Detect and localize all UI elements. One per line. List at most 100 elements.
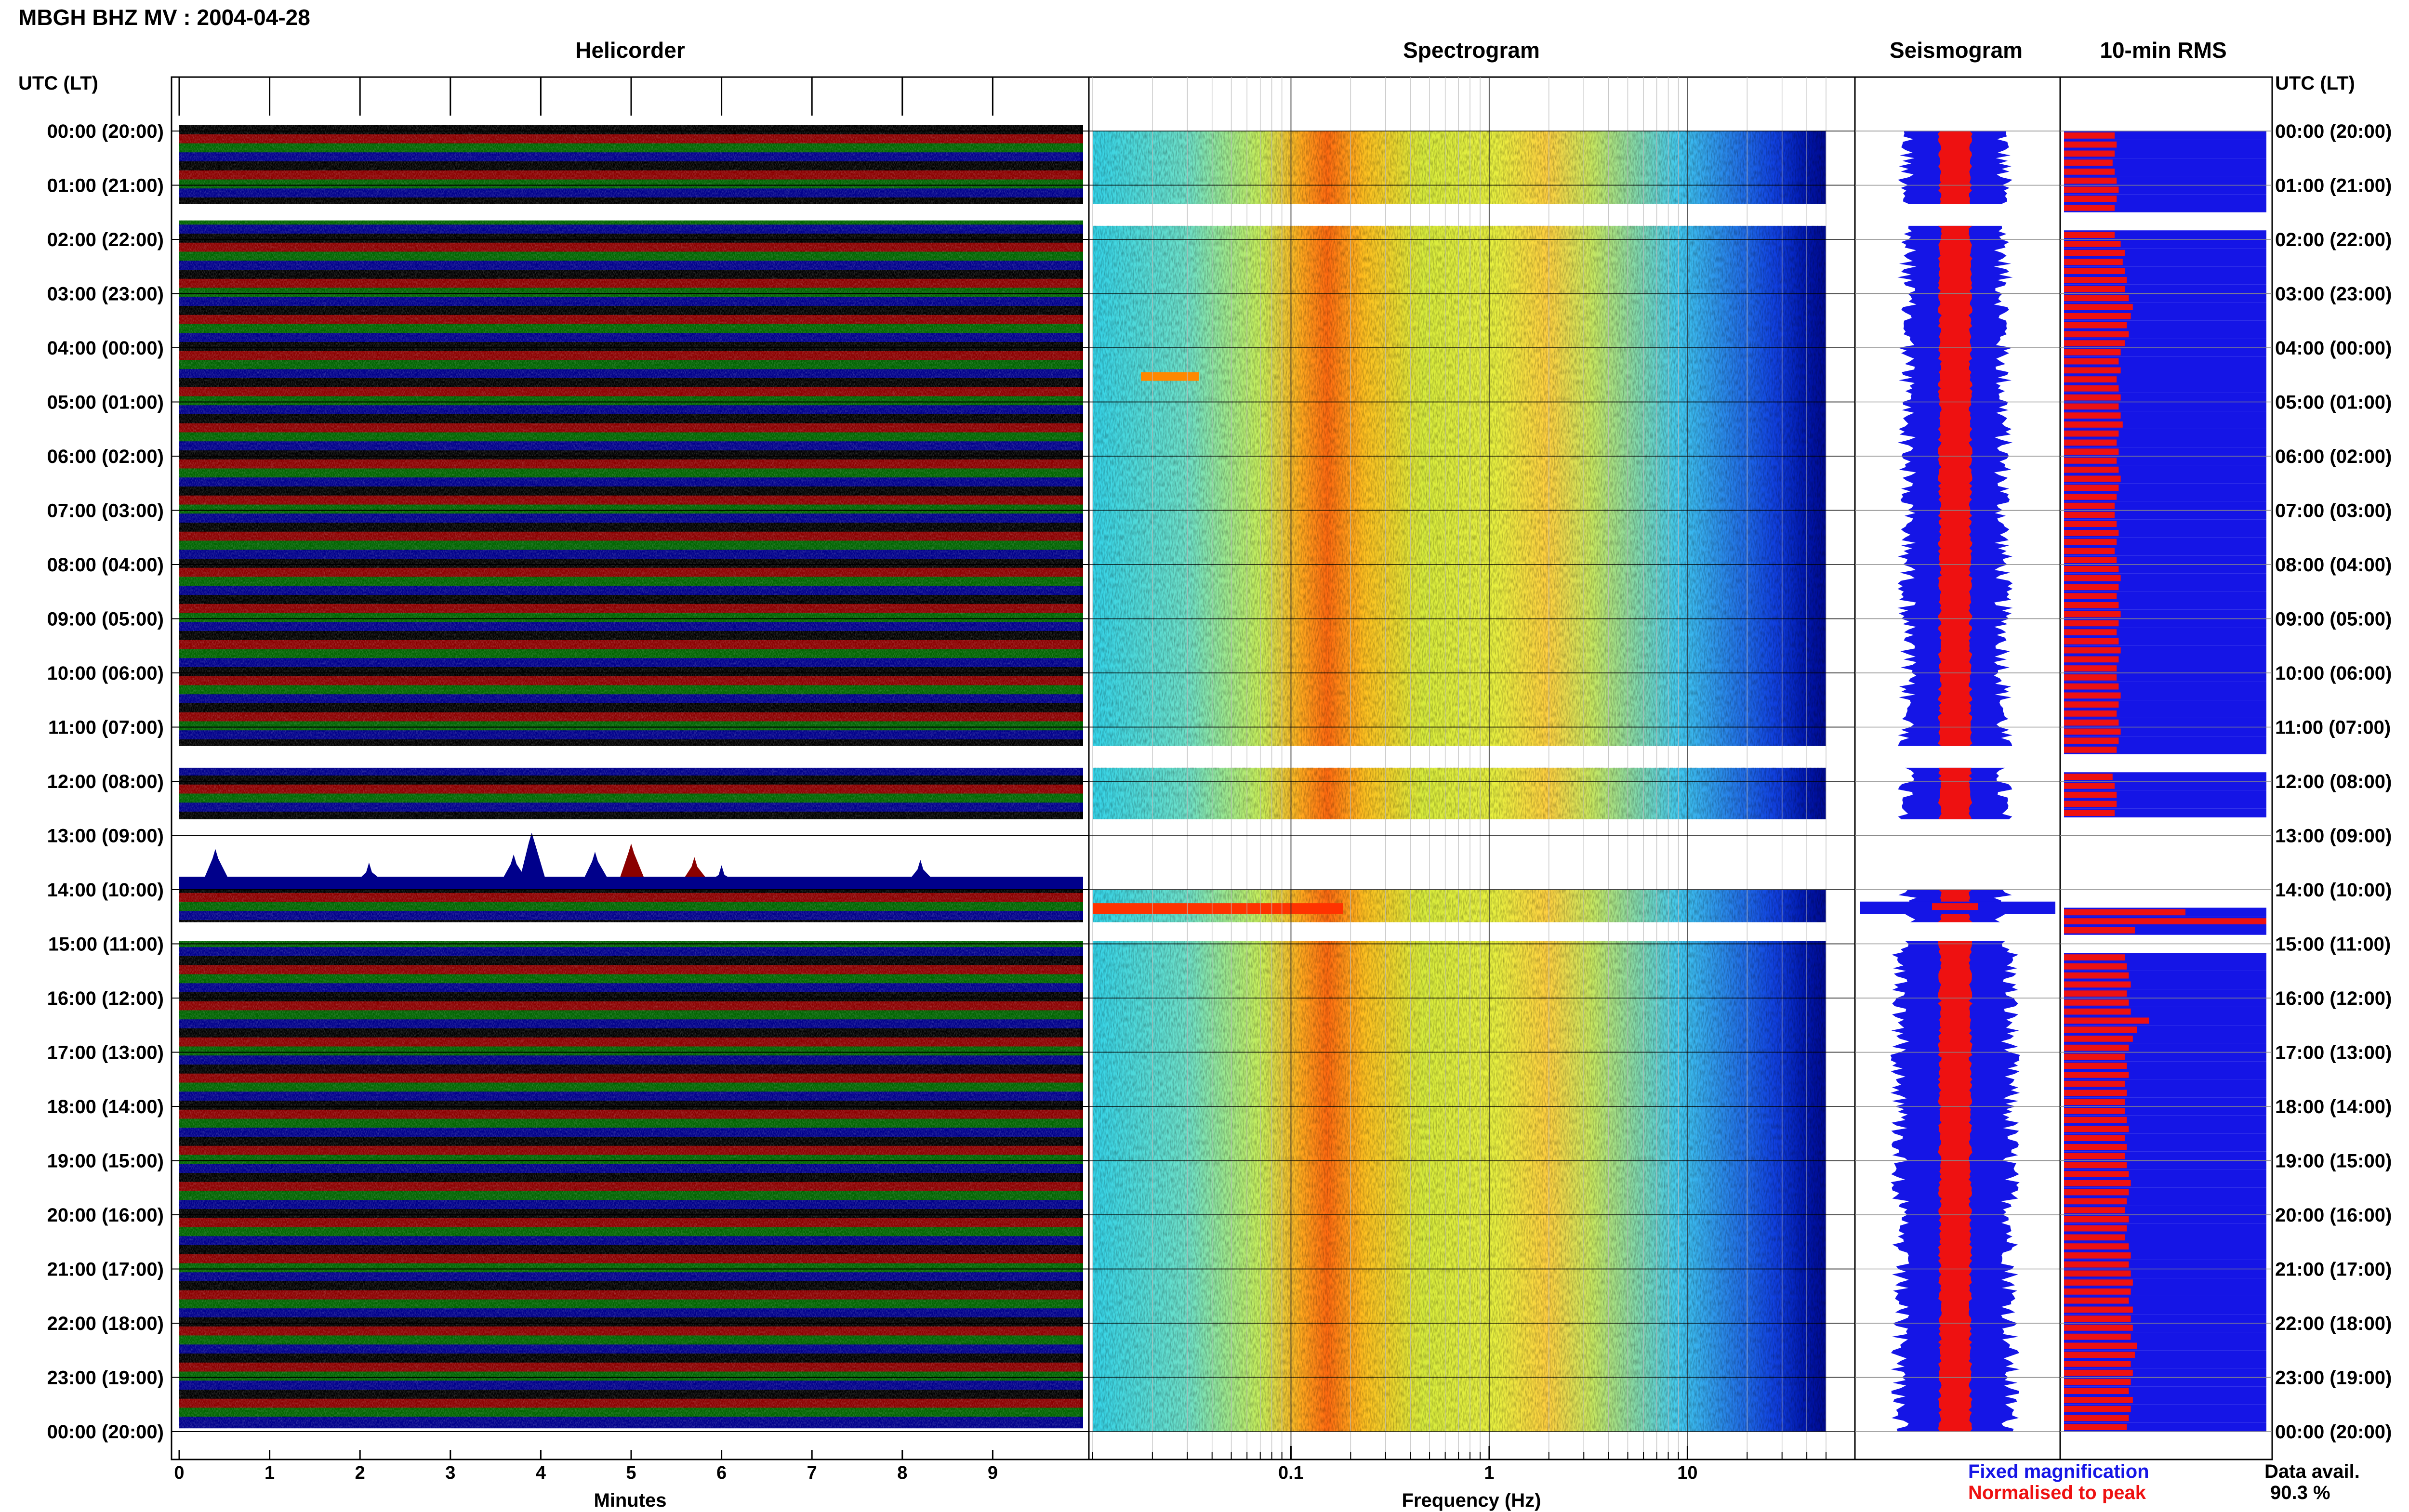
spectrogram-event-band	[1141, 372, 1199, 381]
minutes-tick-label: 5	[626, 1463, 636, 1483]
frequency-tick-label: 10	[1677, 1463, 1697, 1483]
minutes-tick-label: 4	[536, 1463, 546, 1483]
rms-bar-normalised	[2064, 584, 2119, 591]
rms-bar-normalised	[2064, 1017, 2149, 1024]
time-tick-left: 16:00 (12:00)	[47, 988, 164, 1009]
time-tick-right: 13:00 (09:00)	[2275, 826, 2392, 847]
helicorder-x-ticks: 0 1 2 3 4 5 6 7 8 9	[174, 77, 998, 1483]
rms-bar-normalised	[2064, 466, 2119, 473]
time-tick-left: 11:00 (07:00)	[48, 717, 164, 738]
data-availability-value: 90.3 %	[2270, 1482, 2330, 1503]
rms-bar-normalised	[2064, 1026, 2137, 1033]
rms-bar-normalised	[2064, 1162, 2127, 1169]
rms-bar-normalised	[2064, 304, 2133, 310]
page-title: MBGH BHZ MV : 2004-04-28	[18, 5, 310, 30]
rms-bar-normalised	[2064, 1333, 2131, 1340]
rms-bar-normalised	[2064, 1216, 2129, 1223]
rms-bar-normalised	[2064, 783, 2115, 789]
minutes-tick-label: 7	[807, 1463, 817, 1483]
time-tick-right: 05:00 (01:00)	[2275, 392, 2392, 413]
rms-bar-normalised	[2064, 963, 2127, 970]
rms-bar-normalised	[2064, 1424, 2127, 1430]
time-tick-right: 06:00 (02:00)	[2275, 446, 2392, 467]
rms-bar-normalised	[2064, 268, 2125, 274]
rms-bar-normalised	[2064, 259, 2123, 265]
legend-fixed-magnification: Fixed magnification	[1968, 1461, 2149, 1482]
rms-bar-normalised	[2064, 521, 2117, 527]
rms-bar-normalised	[2064, 1406, 2131, 1412]
rms-bar-normalised	[2064, 1252, 2131, 1259]
spectrogram-texture	[1093, 131, 1826, 204]
time-tick-left: 10:00 (06:00)	[47, 663, 164, 684]
time-tick-left: 04:00 (00:00)	[47, 338, 164, 359]
rms-bar-normalised	[2064, 981, 2131, 988]
rms-bar-normalised	[2064, 1153, 2125, 1159]
helicorder-traces	[179, 125, 1083, 1429]
time-tick-left: 17:00 (13:00)	[47, 1042, 164, 1064]
rms-bar-normalised	[2064, 1325, 2133, 1331]
rms-bar-normalised	[2064, 475, 2121, 482]
spectrogram-event-band	[1093, 903, 1343, 914]
spectrogram-texture	[1093, 941, 1826, 1432]
rms-bar-normalised	[2064, 241, 2121, 247]
rms-bar-normalised	[2064, 575, 2121, 581]
rms-bar-normalised	[2064, 999, 2129, 1006]
rms-bar-normalised	[2064, 331, 2129, 338]
rms-bar-normalised	[2064, 1117, 2127, 1123]
rms-bar-normalised	[2064, 494, 2117, 500]
rms-bar-normalised	[2064, 701, 2119, 708]
time-tick-left: 19:00 (15:00)	[47, 1151, 164, 1172]
rms-bar-normalised	[2064, 909, 2185, 916]
rms-bar-normalised	[2064, 367, 2121, 374]
time-tick-left: 03:00 (23:00)	[47, 284, 164, 305]
rms-bar-normalised	[2064, 1135, 2125, 1141]
rms-bar-normalised	[2064, 1270, 2131, 1277]
rms-bar-normalised	[2064, 1180, 2131, 1186]
seismogram-event-burst-norm	[1932, 903, 1978, 910]
rms-bar-normalised	[2064, 313, 2131, 319]
spectrogram-texture	[1093, 225, 1826, 746]
time-tick-left: 06:00 (02:00)	[47, 446, 164, 467]
rms-bar-normalised	[2064, 458, 2117, 464]
rms-bar-normalised	[2064, 1361, 2131, 1367]
minutes-tick-label: 9	[988, 1463, 998, 1483]
rms-bar-normalised	[2064, 918, 2266, 924]
rms-bar-normalised	[2064, 747, 2117, 753]
minutes-axis-label: Minutes	[594, 1490, 666, 1511]
rms-bar-normalised	[2064, 674, 2117, 681]
rms-bar-normalised	[2064, 927, 2135, 933]
rms-bar-normalised	[2064, 141, 2117, 148]
time-tick-right: 23:00 (19:00)	[2275, 1367, 2392, 1389]
rms-bar-normalised	[2064, 512, 2115, 518]
time-tick-right: 10:00 (06:00)	[2275, 663, 2392, 684]
seismogram-normalised-envelope	[1938, 225, 1972, 746]
rms-bar-normalised	[2064, 295, 2129, 302]
rms-bar-normalised	[2064, 159, 2113, 166]
rms-bar-normalised	[2064, 358, 2119, 365]
rms-bar-normalised	[2064, 277, 2127, 283]
time-tick-left: 00:00 (20:00)	[47, 1421, 164, 1443]
time-tick-left: 21:00 (17:00)	[47, 1259, 164, 1280]
time-tick-right: 12:00 (08:00)	[2275, 771, 2392, 792]
time-tick-left: 20:00 (16:00)	[47, 1205, 164, 1226]
rms-bar-normalised	[2064, 1369, 2133, 1376]
helicorder-panel: 0 1 2 3 4 5 6 7 8 9	[171, 76, 1090, 1483]
rms-bar-normalised	[2064, 593, 2117, 599]
rms-bar-normalised	[2064, 566, 2119, 572]
rms-bar-normalised	[2064, 548, 2115, 554]
time-tick-right: 14:00 (10:00)	[2275, 880, 2392, 901]
time-tick-right: 19:00 (15:00)	[2275, 1151, 2392, 1172]
rms-bar-normalised	[2064, 1379, 2131, 1385]
rms-bar-normalised	[2064, 810, 2115, 816]
rms-bar-normalised	[2064, 1044, 2129, 1051]
rms-bar-fixed	[2064, 772, 2266, 781]
time-tick-right: 20:00 (16:00)	[2275, 1205, 2392, 1226]
time-tick-right: 04:00 (00:00)	[2275, 338, 2392, 359]
rms-bar-normalised	[2064, 132, 2115, 139]
rms-bar-normalised	[2064, 1352, 2135, 1358]
time-tick-left: 08:00 (04:00)	[47, 554, 164, 576]
rms-bar-normalised	[2064, 394, 2121, 401]
helicorder-events	[179, 832, 1083, 890]
time-tick-right: 07:00 (03:00)	[2275, 500, 2392, 522]
